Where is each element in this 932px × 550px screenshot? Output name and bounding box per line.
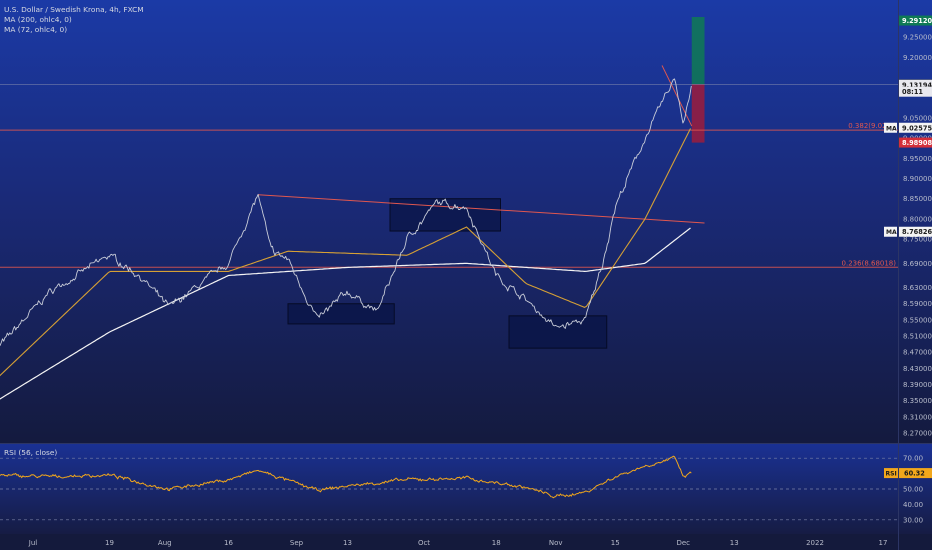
axis-label-box-4 <box>899 122 932 133</box>
axis-label-box-5 <box>899 137 932 148</box>
price-tick-8: 8.75000 <box>903 236 932 244</box>
axis-tag-box-6 <box>884 226 897 237</box>
axis-label-5: 8.98908 <box>902 139 932 147</box>
axis-label-0: 9.29120 <box>902 17 932 25</box>
rsi-line <box>0 455 692 499</box>
trendline-0 <box>258 194 705 224</box>
axis-label-box-6 <box>899 226 932 237</box>
price-tick-0: 9.25000 <box>903 34 932 42</box>
time-tick-8: Nov <box>549 539 563 547</box>
axis-tag-box-4 <box>884 122 897 133</box>
price-tick-19: 8.27000 <box>903 429 932 437</box>
rsi-tick-3: 40.00 <box>903 501 923 509</box>
time-tick-7: 18 <box>492 539 501 547</box>
axis-label-3: 08:11 <box>902 88 923 96</box>
rsi-tag-box <box>884 468 898 479</box>
time-tick-6: Oct <box>418 539 430 547</box>
ma72-legend: MA (72, ohlc4, 0) <box>4 25 67 34</box>
price-tick-10: 8.63000 <box>903 284 932 292</box>
price-tick-9: 8.69000 <box>903 260 932 268</box>
price-tick-13: 8.51000 <box>903 333 932 341</box>
rsi-tick-0: 70.00 <box>903 455 923 463</box>
time-tick-12: 2022 <box>806 539 824 547</box>
price-tick-15: 8.43000 <box>903 365 932 373</box>
price-tick-6: 8.85000 <box>903 195 932 203</box>
ma200-line <box>0 227 691 400</box>
price-tick-1: 9.20000 <box>903 54 932 62</box>
ma72-line <box>0 128 691 377</box>
price-tick-17: 8.35000 <box>903 397 932 405</box>
chart-symbol-title: U.S. Dollar / Swedish Krona, 4h, FXCM <box>4 5 144 14</box>
time-tick-3: 16 <box>224 539 233 547</box>
time-tick-13: 17 <box>879 539 888 547</box>
price-tick-16: 8.39000 <box>903 381 932 389</box>
axis-label-box-0 <box>899 15 932 26</box>
time-tick-10: Dec <box>676 539 690 547</box>
axis-tag-6: MA <box>886 229 897 236</box>
time-tick-5: 13 <box>343 539 352 547</box>
fib-level-label-1: 0.236(8.68018) <box>842 259 897 267</box>
axis-label-4: 9.02575 <box>902 124 932 132</box>
price-tick-14: 8.47000 <box>903 349 932 357</box>
rsi-legend: RSI (56, close) <box>4 448 57 457</box>
position-loss-zone <box>691 84 705 143</box>
time-tick-0: Jul <box>28 539 38 547</box>
trendline-1 <box>661 65 693 127</box>
axis-label-6: 8.76826 <box>902 228 932 236</box>
price-tick-4: 8.95000 <box>903 155 932 163</box>
position-profit-zone <box>691 17 705 85</box>
price-tick-7: 8.80000 <box>903 215 932 223</box>
time-tick-2: Aug <box>158 539 172 547</box>
rsi-value-label: 60.32 <box>904 470 925 478</box>
zone-box-1 <box>389 198 501 232</box>
rsi-tag: RSI <box>886 471 897 478</box>
axis-label-box-3 <box>899 86 932 97</box>
price-tick-18: 8.31000 <box>903 413 932 421</box>
time-axis-background <box>0 534 932 550</box>
axis-tag-4: MA <box>886 125 897 132</box>
time-tick-9: 15 <box>611 539 620 547</box>
rsi-value-box <box>899 468 932 479</box>
fib-level-label-0: 0.382(9.02...) <box>848 122 896 130</box>
time-tick-1: 19 <box>105 539 114 547</box>
price-tick-5: 8.90000 <box>903 175 932 183</box>
zone-box-2 <box>508 315 608 349</box>
rsi-tick-4: 30.00 <box>903 516 923 524</box>
ma200-legend: MA (200, ohlc4, 0) <box>4 15 72 24</box>
price-tick-11: 8.59000 <box>903 300 932 308</box>
rsi-tick-2: 50.00 <box>903 486 923 494</box>
time-tick-11: 13 <box>730 539 739 547</box>
price-tick-12: 8.55000 <box>903 316 932 324</box>
price-tick-2: 9.05000 <box>903 114 932 122</box>
time-tick-4: Sep <box>290 539 304 547</box>
price-series-line <box>0 78 692 346</box>
zone-box-0 <box>287 303 395 325</box>
axis-label-2: 9.13194 <box>902 81 932 89</box>
axis-label-box-2 <box>899 79 932 90</box>
